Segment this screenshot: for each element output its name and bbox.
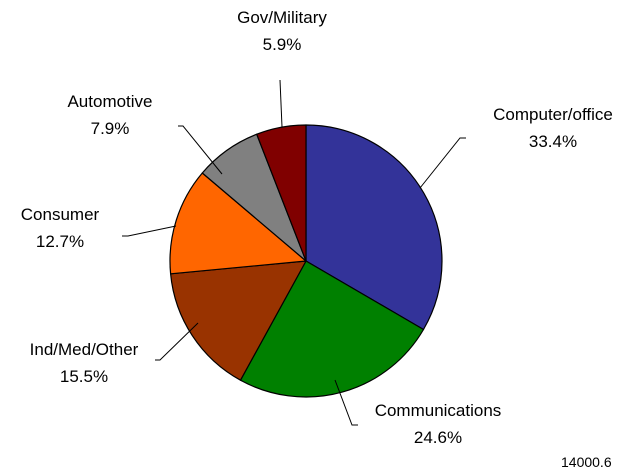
pie-slice-communications [239, 260, 425, 398]
slice-label: Ind/Med/Other [30, 340, 139, 359]
slice-value-label: 15.5% [60, 367, 108, 386]
slice-labels: Computer/office 33.4% Communications 24.6% I… [21, 8, 613, 447]
leader-line-ind-med-other [155, 322, 199, 361]
leader-line-consumer [122, 225, 177, 237]
slice-label: Automotive [67, 92, 152, 111]
pie-slices [169, 124, 443, 398]
leader-lines [122, 79, 466, 426]
leader-line-computer-office [419, 137, 466, 189]
pie-slice-ind-med-other [170, 260, 307, 381]
pie-slice-computer-office [305, 124, 443, 331]
leader-line-communications [334, 379, 358, 426]
pie-slice-consumer [169, 172, 307, 275]
slice-value-label: 24.6% [414, 428, 462, 447]
slice-label: Computer/office [493, 105, 613, 124]
slice-label: Consumer [21, 205, 100, 224]
slice-value-label: 5.9% [263, 35, 302, 54]
leader-line-gov-military [279, 79, 283, 128]
leader-line-automotive [178, 125, 223, 175]
figure-code-annotation: 14000.6 [561, 454, 612, 470]
slice-value-label: 33.4% [529, 132, 577, 151]
pie-slice-gov-military [256, 124, 307, 262]
slice-value-label: 7.9% [91, 119, 130, 138]
slice-label: Gov/Military [237, 8, 327, 27]
slice-label: Communications [375, 401, 502, 420]
slice-value-label: 12.7% [36, 232, 84, 251]
